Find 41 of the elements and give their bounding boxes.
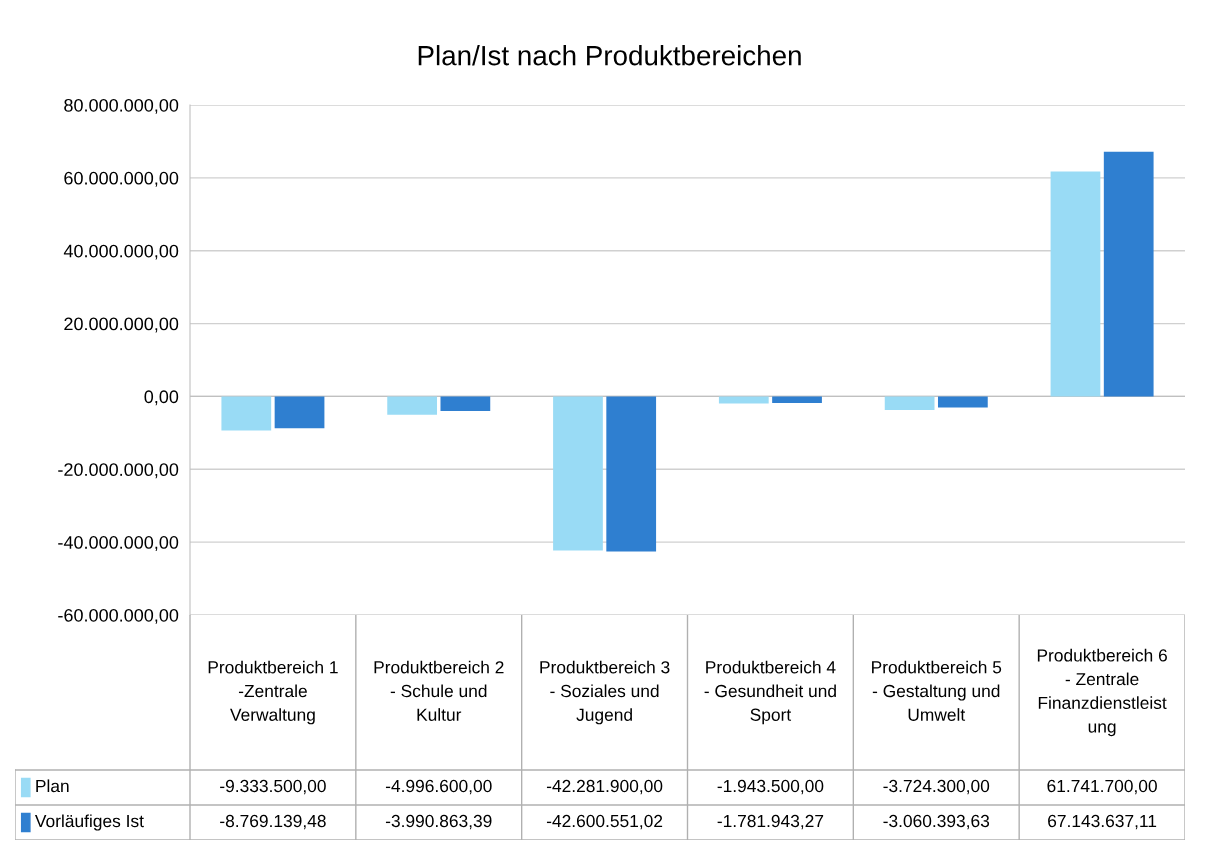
data-label: -3.724.300,00	[883, 779, 990, 795]
y-tick-label: 60.000.000,00	[64, 171, 179, 187]
y-tick-label: 80.000.000,00	[64, 98, 179, 114]
data-label: -42.281.900,00	[546, 779, 663, 795]
x-tick-label: Produktbereich 1 -Zentrale Verwaltung	[208, 660, 338, 725]
y-tick-label: -40.000.000,00	[58, 536, 179, 551]
x-tick-label: Produktbereich 6 - Zentrale Finanzdienstleist ung	[1037, 648, 1167, 737]
data-label: -42.600.551,02	[546, 814, 663, 830]
bar	[553, 396, 603, 551]
y-tick-label: 20.000.000,00	[64, 317, 179, 333]
bar	[772, 396, 822, 403]
bar	[1103, 151, 1154, 397]
data-label: -3.060.393,63	[883, 814, 990, 830]
y-tick-label: -20.000.000,00	[58, 463, 179, 479]
bar	[274, 396, 325, 429]
bar	[937, 396, 988, 408]
data-label: -3.990.863,39	[385, 814, 492, 830]
y-tick-label: -60.000.000,00	[58, 608, 179, 624]
bar	[606, 396, 657, 552]
bar	[440, 396, 491, 411]
x-tick-label: Produktbereich 5 - Gestaltung und Umwelt	[872, 660, 1002, 721]
x-tick-label: Produktbereich 4 - Gesundheit und Sport	[704, 660, 836, 725]
y-tick-label: 0,00	[144, 390, 179, 406]
bar	[1050, 171, 1101, 397]
data-label: 61.741.700,00	[1047, 779, 1157, 795]
x-tick-label: Produktbereich 2 - Schule und Kultur	[374, 660, 504, 721]
bar	[387, 396, 438, 415]
bar	[718, 396, 769, 404]
legend-label: Plan	[36, 779, 69, 793]
data-label: -8.769.139,48	[220, 814, 326, 830]
data-label: -1.943.500,00	[717, 779, 824, 795]
y-tick-label: 40.000.000,00	[63, 244, 179, 260]
data-label: -1.781.943,27	[717, 814, 824, 830]
data-label: -4.996.600,00	[385, 779, 492, 795]
bar	[884, 396, 935, 410]
x-tick-label: Produktbereich 3 - Soziales und Jugend	[540, 660, 670, 725]
data-label: -9.333.500,00	[220, 779, 326, 795]
chart-title: Plan/Ist nach Produktbereichen	[418, 45, 801, 66]
data-label: 67.143.637,11	[1048, 814, 1157, 830]
bar	[221, 396, 272, 431]
legend-label: Vorläufiges Ist	[34, 814, 144, 831]
